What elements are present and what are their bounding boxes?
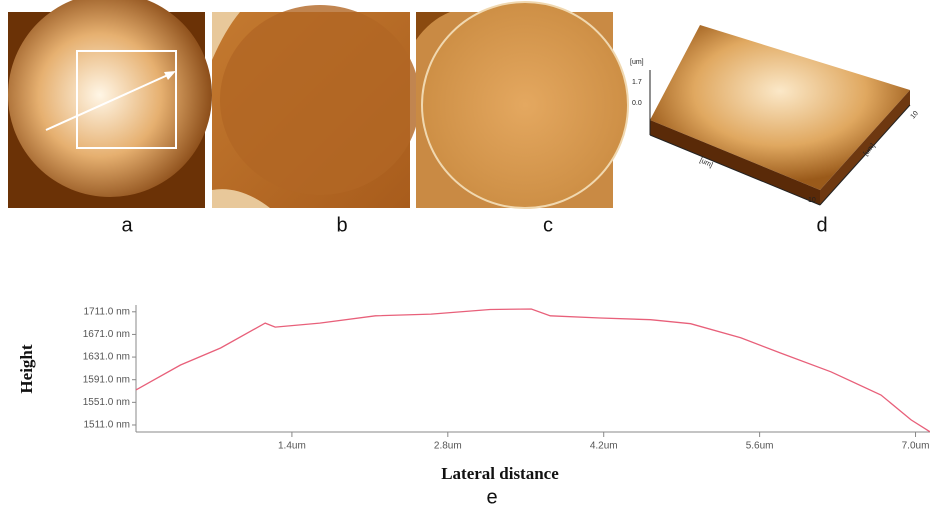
- axis-label-3d: [um]: [630, 59, 644, 66]
- panel-label: b: [336, 214, 347, 236]
- x-tick-label: 1.4um: [278, 441, 306, 452]
- y-tick-label: 1711.0 nm: [83, 306, 130, 317]
- x-tick-label: 5.6um: [746, 441, 774, 452]
- x-axis-title: Lateral distance: [441, 464, 559, 483]
- panel-label: c: [543, 214, 553, 236]
- panel-label: a: [121, 214, 133, 236]
- y-tick-label: 1671.0 nm: [83, 329, 130, 340]
- axis-label-3d: 1.7: [632, 79, 642, 86]
- image-d: [649, 25, 911, 206]
- image-c: [416, 1, 629, 209]
- image-b: [212, 5, 420, 208]
- panel-label: e: [486, 486, 497, 508]
- y-tick-label: 1511.0 nm: [83, 420, 130, 431]
- axis-label-3d: 0.0: [632, 100, 642, 107]
- panel-label: d: [816, 214, 827, 236]
- x-tick-label: 2.8um: [434, 441, 462, 452]
- y-axis-title: Height: [17, 344, 36, 393]
- x-tick-label: 4.2um: [590, 441, 618, 452]
- image-a: [8, 0, 212, 208]
- y-tick-label: 1631.0 nm: [83, 352, 130, 363]
- axis-label-3d: 10: [808, 197, 816, 204]
- axis-label-3d: 10: [910, 110, 920, 121]
- y-tick-label: 1591.0 nm: [83, 374, 130, 385]
- x-tick-label: 7.0um: [902, 441, 930, 452]
- y-tick-label: 1551.0 nm: [83, 397, 130, 408]
- profile-line: [135, 308, 930, 433]
